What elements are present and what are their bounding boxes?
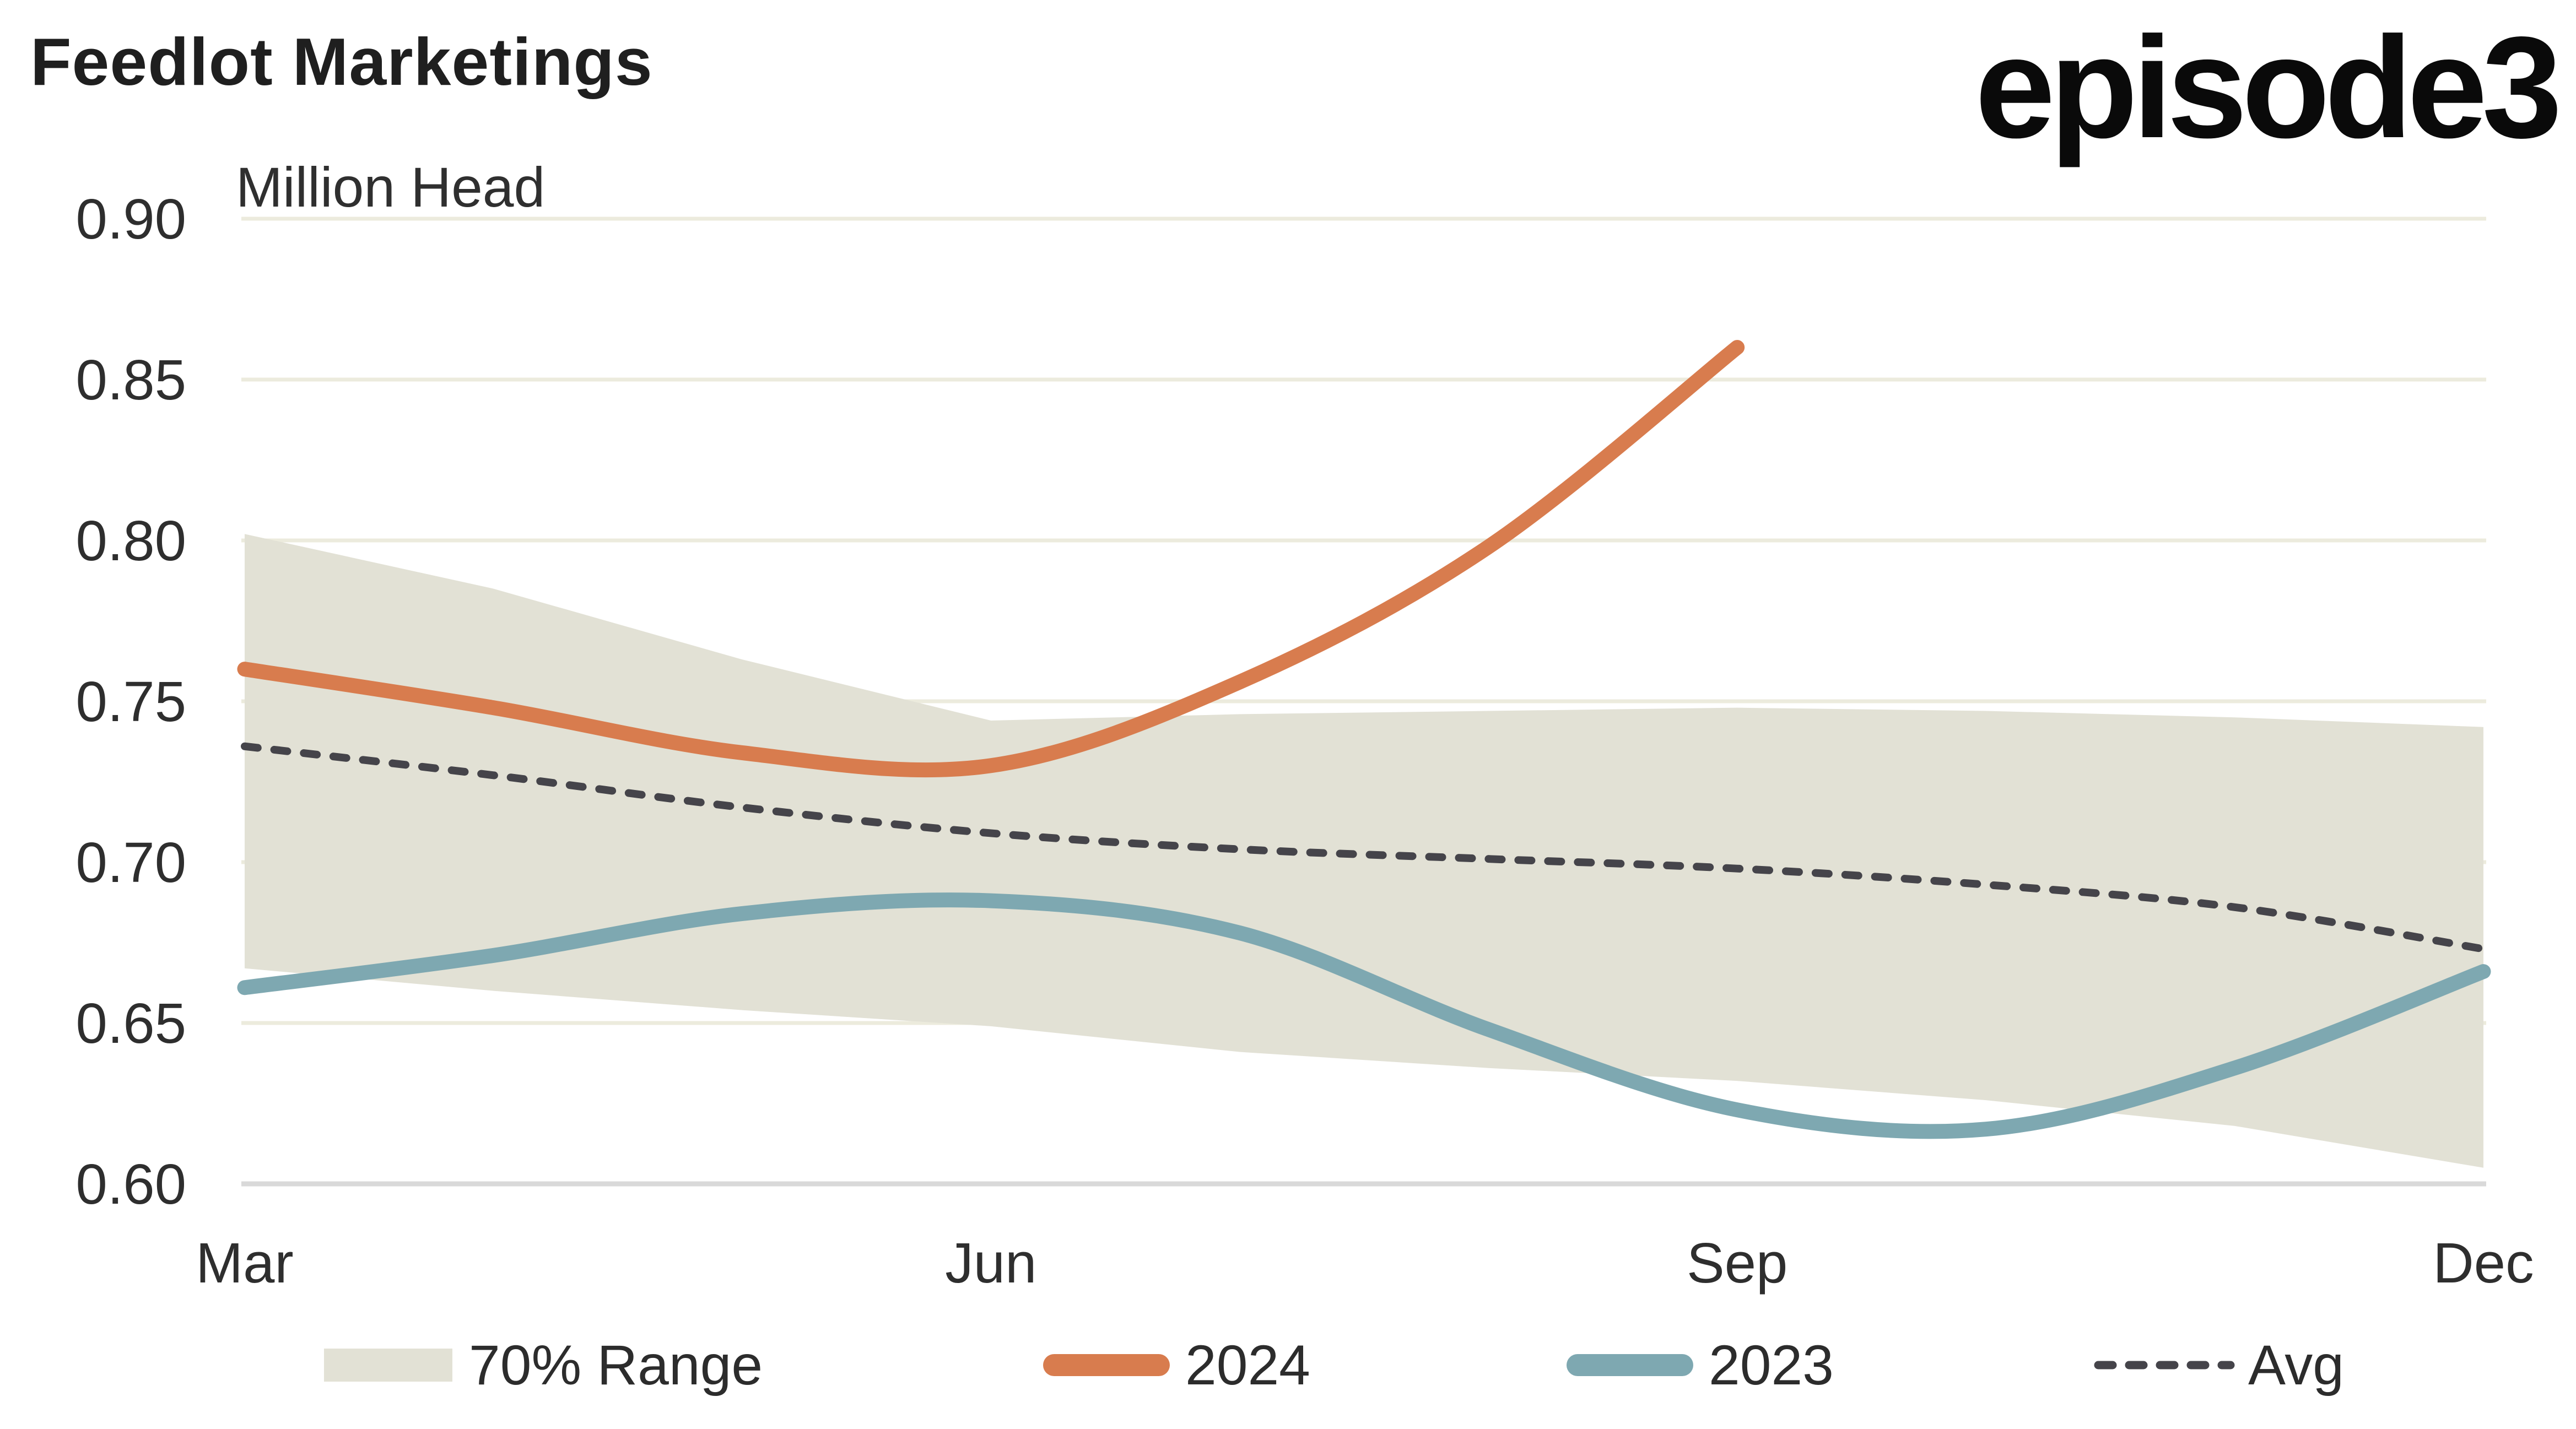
y-axis-unit-label: Million Head <box>236 156 546 219</box>
legend-label: 2024 <box>1185 1333 1310 1396</box>
x-tick-Mar: Mar <box>196 1231 293 1295</box>
series-lines <box>237 340 2491 1139</box>
line-2023 <box>237 892 2491 1139</box>
y-axis-labels: 0.90 0.85 0.80 0.75 0.70 0.65 0.60 <box>76 187 186 1216</box>
x-tick-Sep: Sep <box>1687 1231 1787 1295</box>
series-2024-swatch <box>1043 1354 1170 1376</box>
legend-item-2024: 2024 <box>1043 1332 1310 1398</box>
y-tick-0.85: 0.85 <box>76 348 186 412</box>
range-band <box>245 534 2483 1168</box>
x-tick-Jun: Jun <box>945 1231 1036 1295</box>
x-tick-Dec: Dec <box>2433 1231 2534 1295</box>
legend-label: Avg <box>2248 1333 2344 1396</box>
legend-label: 2023 <box>1709 1333 1834 1396</box>
series-2023-swatch <box>1567 1354 1693 1376</box>
x-axis-labels: Mar Jun Sep Dec <box>196 1231 2534 1295</box>
avg-dash-swatch <box>2094 1361 2235 1370</box>
legend-item-2023: 2023 <box>1567 1332 1834 1398</box>
legend-label: 70% Range <box>469 1333 763 1396</box>
y-tick-0.75: 0.75 <box>76 670 186 733</box>
y-tick-0.65: 0.65 <box>76 992 186 1055</box>
y-tick-0.90: 0.90 <box>76 187 186 251</box>
seventy-percent-range-band <box>245 534 2483 1168</box>
legend: 70% Range 2024 2023 Avg <box>0 1332 2576 1415</box>
y-tick-0.70: 0.70 <box>76 831 186 894</box>
episode3-logo: episode3 <box>1975 7 2562 168</box>
legend-item-avg: Avg <box>2093 1332 2344 1398</box>
line-2024 <box>237 340 1745 778</box>
page-title: Feedlot Marketings <box>30 24 653 99</box>
y-tick-0.80: 0.80 <box>76 509 186 572</box>
legend-item-70-range: 70% Range <box>324 1332 763 1398</box>
line-avg <box>241 742 2487 953</box>
y-tick-0.60: 0.60 <box>76 1152 186 1216</box>
range-band-swatch <box>324 1349 452 1382</box>
